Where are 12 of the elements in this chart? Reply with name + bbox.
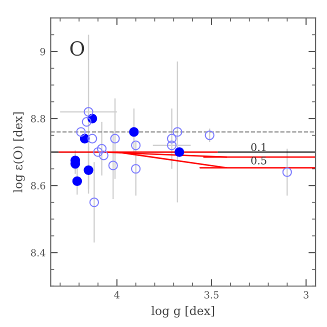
y-tick-label: 9 xyxy=(40,48,46,56)
annotation: 0.1 xyxy=(251,143,266,152)
x-axis-title: log g [dex] xyxy=(152,306,214,318)
y-tick-label: 8.8 xyxy=(31,115,46,122)
annotation: 0.5 xyxy=(251,156,266,164)
x-tick-label: 3.5 xyxy=(204,291,218,299)
y-axis-title: log ε(O) [dex] xyxy=(13,112,25,192)
annotation: O xyxy=(70,41,84,56)
y-tick-label: 8.6 xyxy=(31,182,46,190)
x-tick-label: 4 xyxy=(114,291,120,298)
x-tick-label: 3 xyxy=(304,291,308,299)
y-tick-label: 8.4 xyxy=(31,249,46,256)
